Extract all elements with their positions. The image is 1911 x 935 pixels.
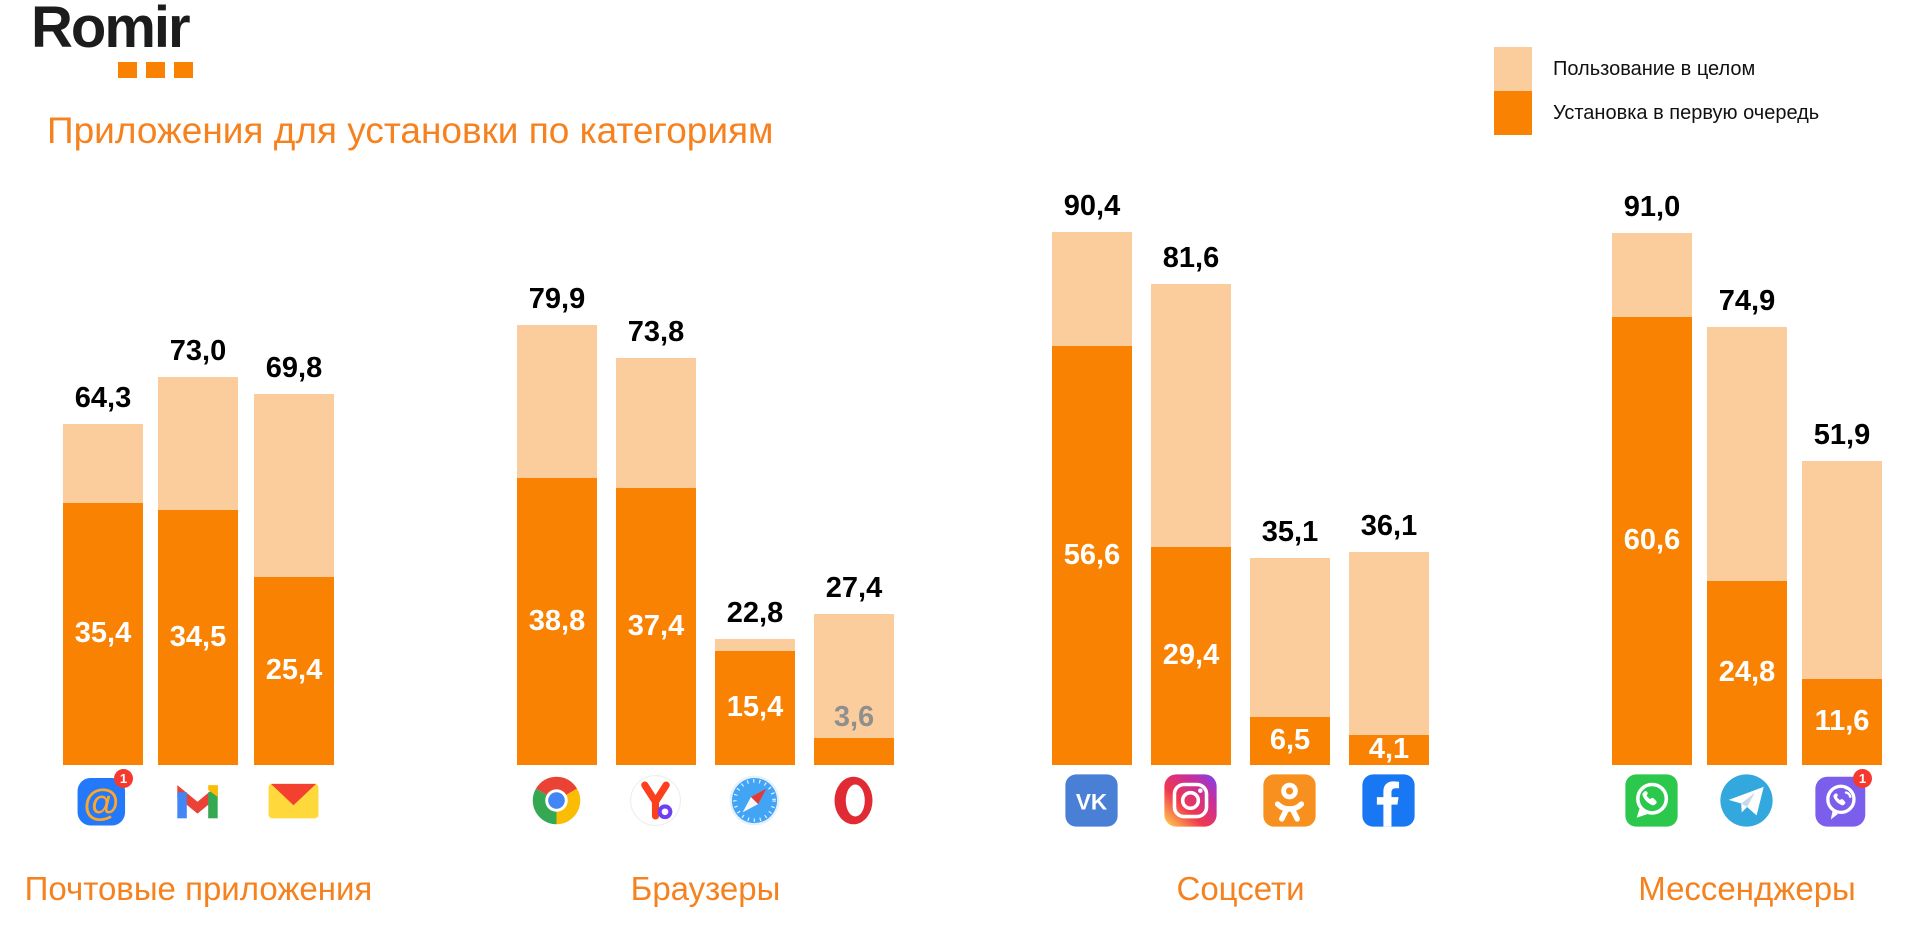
- legend-swatch-install: [1494, 91, 1532, 135]
- install-value-label: 25,4: [265, 654, 323, 686]
- total-value-label: 64,3: [74, 382, 132, 414]
- bar-install-segment: [63, 503, 143, 765]
- bar-install-segment: [1802, 679, 1882, 765]
- install-value-label: 34,5: [169, 620, 227, 653]
- yandex-browser-app-icon: [627, 772, 684, 829]
- legend-label-usage: Пользование в целом: [1553, 57, 1756, 80]
- install-value-label: 6,5: [1269, 724, 1311, 756]
- gmail-app-icon: [169, 772, 226, 829]
- odnoklassniki-app-icon: [1261, 772, 1318, 829]
- install-value-label: 24,8: [1718, 656, 1776, 688]
- install-value-label: 11,6: [1814, 705, 1870, 737]
- category-label: Мессенджеры: [1638, 870, 1856, 907]
- legend-label-install: Установка в первую очередь: [1553, 101, 1820, 124]
- total-value-label: 51,9: [1813, 419, 1871, 451]
- instagram-app-icon: [1162, 772, 1219, 829]
- facebook-app-icon: [1360, 772, 1417, 829]
- bar-install-segment: [1052, 346, 1132, 765]
- category-label: Браузеры: [630, 870, 781, 907]
- chart-legend: Пользование в целом Установка в первую о…: [1494, 47, 1819, 135]
- romir-logo-dots-icon: [118, 62, 193, 78]
- opera-app-icon: [825, 772, 882, 829]
- telegram-app-icon: [1718, 772, 1775, 829]
- total-value-label: 27,4: [825, 572, 883, 604]
- category-label: Соцсети: [1176, 870, 1305, 907]
- bar-install-segment: [1349, 735, 1429, 765]
- svg-text:VK: VK: [1076, 789, 1108, 814]
- install-value-label: 15,4: [726, 691, 784, 723]
- bar-install-segment: [814, 738, 894, 765]
- category-label: Почтовые приложения: [24, 870, 373, 907]
- install-value-label: 4,1: [1368, 733, 1410, 765]
- legend-item-usage: Пользование в целом: [1494, 47, 1819, 91]
- install-value-label: 37,4: [627, 609, 685, 642]
- bar-install-segment: [1707, 581, 1787, 765]
- notification-badge: 1: [1853, 769, 1872, 788]
- bar-install-segment: [616, 488, 696, 765]
- total-value-label: 69,8: [265, 352, 323, 384]
- legend-item-install: Установка в первую очередь: [1494, 91, 1819, 135]
- bar-install-segment: [1151, 547, 1231, 765]
- install-value-label: 3,6: [833, 701, 875, 733]
- total-value-label: 91,0: [1623, 191, 1681, 223]
- legend-swatch-usage: [1494, 47, 1532, 91]
- total-value-label: 79,9: [528, 283, 586, 315]
- install-value-label: 29,4: [1162, 639, 1220, 671]
- safari-app-icon: [726, 772, 783, 829]
- total-value-label: 73,8: [627, 316, 685, 348]
- viber-app-icon: [1813, 772, 1870, 829]
- vk-app-icon: VK: [1063, 772, 1120, 829]
- svg-text:@: @: [83, 782, 119, 823]
- bar-install-segment: [1612, 317, 1692, 765]
- bar-install-segment: [715, 651, 795, 765]
- page-title: Приложения для установки по категориям: [47, 110, 774, 151]
- install-value-label: 35,4: [74, 617, 132, 649]
- bar-install-segment: [254, 577, 334, 765]
- install-value-label: 56,6: [1063, 538, 1121, 571]
- install-value-label: 60,6: [1623, 524, 1681, 556]
- total-value-label: 74,9: [1718, 285, 1776, 317]
- whatsapp-app-icon: [1623, 772, 1680, 829]
- total-value-label: 36,1: [1360, 510, 1418, 542]
- bar-usage-segment: [1349, 552, 1429, 765]
- install-value-label: 38,8: [528, 604, 586, 637]
- total-value-label: 22,8: [726, 597, 784, 629]
- total-value-label: 81,6: [1162, 242, 1220, 274]
- yandex-mail-app-icon: [265, 772, 322, 829]
- notification-badge: 1: [114, 769, 133, 788]
- total-value-label: 35,1: [1261, 516, 1319, 548]
- bar-install-segment: [1250, 717, 1330, 765]
- bar-install-segment: [158, 510, 238, 765]
- chrome-app-icon: [528, 772, 585, 829]
- total-value-label: 73,0: [169, 335, 227, 367]
- mailru-app-icon: @: [74, 772, 131, 829]
- bar-install-segment: [517, 478, 597, 765]
- total-value-label: 90,4: [1063, 190, 1121, 222]
- romir-logo: Romir: [31, 0, 191, 60]
